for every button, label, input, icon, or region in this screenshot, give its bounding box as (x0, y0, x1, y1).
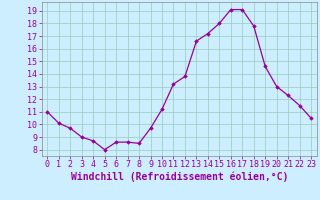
X-axis label: Windchill (Refroidissement éolien,°C): Windchill (Refroidissement éolien,°C) (70, 172, 288, 182)
